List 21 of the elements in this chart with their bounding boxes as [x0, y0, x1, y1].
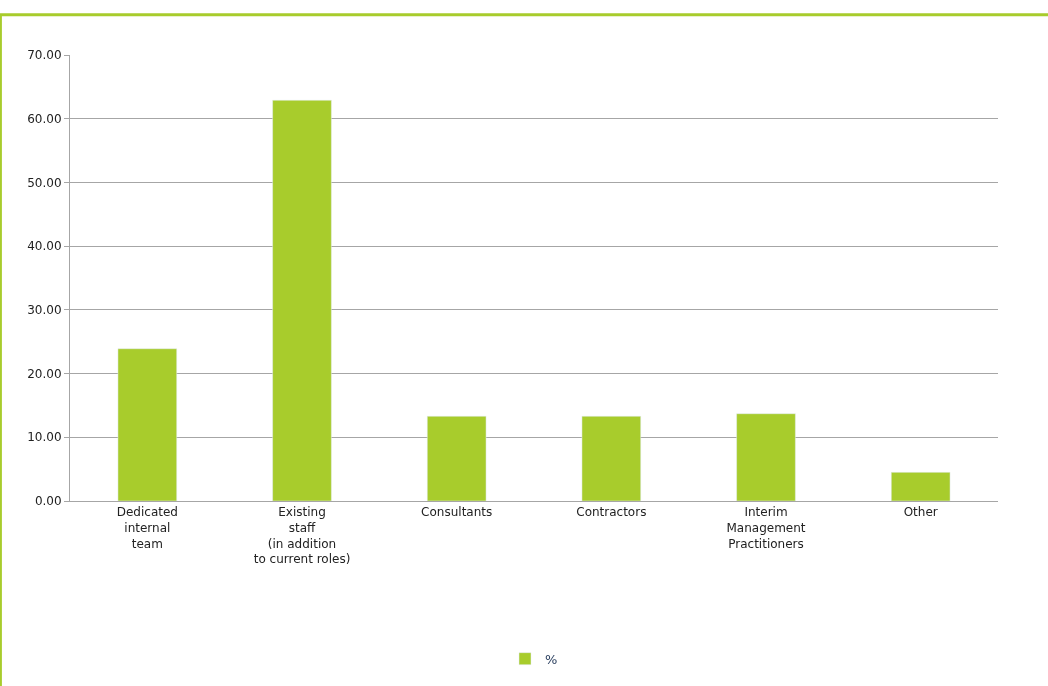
legend-label: % — [545, 651, 558, 667]
x-tick-label: Other — [903, 505, 938, 520]
x-tick-label: Existing staff (in addition to current roles) — [253, 505, 351, 567]
x-tick-label: Interim Management Practitioners — [726, 505, 806, 551]
bar — [117, 348, 177, 501]
bar — [736, 413, 796, 501]
x-tick-label: Consultants — [421, 505, 493, 520]
y-tick-label: 40.00 — [27, 239, 62, 254]
x-tick-label: Contractors — [576, 505, 647, 520]
bar — [272, 99, 332, 501]
bar — [581, 416, 641, 501]
y-tick-label: 10.00 — [27, 430, 62, 445]
bar — [427, 416, 487, 501]
y-tick-label: 50.00 — [27, 175, 62, 190]
y-tick-label: 30.00 — [27, 303, 62, 318]
y-tick-label: 60.00 — [27, 111, 62, 126]
bar — [891, 472, 951, 501]
x-tick-label: Dedicated internal team — [116, 505, 178, 551]
y-tick-label: 20.00 — [27, 366, 62, 381]
y-tick-label: 70.00 — [27, 48, 62, 63]
y-tick-label: 0.00 — [34, 494, 62, 509]
